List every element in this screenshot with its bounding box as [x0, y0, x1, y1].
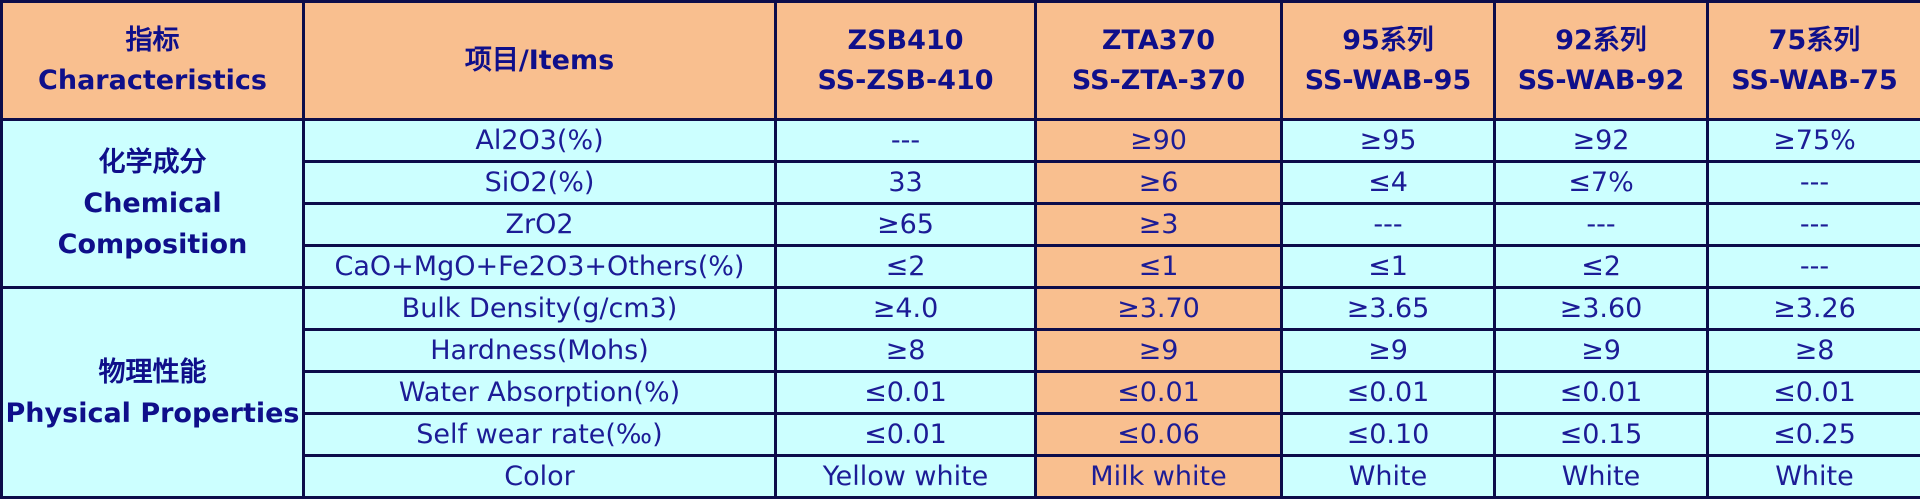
- value-cell: ≥75%: [1708, 120, 1920, 162]
- value-cell: ≤0.01: [776, 372, 1036, 414]
- value-cell: ≤1: [1282, 246, 1495, 288]
- product-header-95-series: 95系列 SS-WAB-95: [1282, 2, 1495, 120]
- value-cell: ≤0.01: [1036, 372, 1282, 414]
- characteristics-header-cn: 指标: [3, 21, 302, 61]
- value-cell: White: [1495, 456, 1708, 498]
- value-cell: Milk white: [1036, 456, 1282, 498]
- value-cell: ---: [1708, 204, 1920, 246]
- value-cell: ≤0.10: [1282, 414, 1495, 456]
- item-label: Bulk Density(g/cm3): [304, 288, 776, 330]
- product-header-75-series: 75系列 SS-WAB-75: [1708, 2, 1920, 120]
- value-cell: ≥8: [1708, 330, 1920, 372]
- product-header-line2: SS-ZSB-410: [777, 61, 1034, 101]
- group-label-cn: 物理性能: [3, 352, 302, 393]
- item-label: Al2O3(%): [304, 120, 776, 162]
- value-cell: ≥6: [1036, 162, 1282, 204]
- value-cell: Yellow white: [776, 456, 1036, 498]
- item-label: Water Absorption(%): [304, 372, 776, 414]
- table-row: 化学成分 Chemical Composition Al2O3(%) --- ≥…: [2, 120, 1920, 162]
- value-cell: ≥65: [776, 204, 1036, 246]
- value-cell: ≤0.25: [1708, 414, 1920, 456]
- value-cell: ≤0.01: [776, 414, 1036, 456]
- value-cell: ≤7%: [1495, 162, 1708, 204]
- characteristics-header: 指标 Characteristics: [2, 2, 304, 120]
- value-cell: ≤0.01: [1708, 372, 1920, 414]
- value-cell: White: [1282, 456, 1495, 498]
- value-cell: ≤0.01: [1495, 372, 1708, 414]
- value-cell: ≥3.26: [1708, 288, 1920, 330]
- characteristics-header-en: Characteristics: [3, 61, 302, 101]
- table-row: 物理性能 Physical Properties Bulk Density(g/…: [2, 288, 1920, 330]
- product-header-92-series: 92系列 SS-WAB-92: [1495, 2, 1708, 120]
- value-cell: ≤0.01: [1282, 372, 1495, 414]
- value-cell: ≤0.06: [1036, 414, 1282, 456]
- item-label: Self wear rate(‰): [304, 414, 776, 456]
- product-header-zta370: ZTA370 SS-ZTA-370: [1036, 2, 1282, 120]
- product-header-zsb410: ZSB410 SS-ZSB-410: [776, 2, 1036, 120]
- group-label-en: Physical Properties: [3, 393, 302, 434]
- item-label: CaO+MgO+Fe2O3+Others(%): [304, 246, 776, 288]
- value-cell: ≥3: [1036, 204, 1282, 246]
- value-cell: ---: [1495, 204, 1708, 246]
- value-cell: ≥92: [1495, 120, 1708, 162]
- value-cell: ---: [1708, 246, 1920, 288]
- value-cell: ≥9: [1036, 330, 1282, 372]
- group-label-en: Chemical: [3, 183, 302, 224]
- value-cell: ≤4: [1282, 162, 1495, 204]
- value-cell: ≤0.15: [1495, 414, 1708, 456]
- value-cell: ---: [1708, 162, 1920, 204]
- value-cell: ---: [1282, 204, 1495, 246]
- product-header-line1: 92系列: [1496, 21, 1706, 61]
- value-cell: ≥4.0: [776, 288, 1036, 330]
- value-cell: ≤2: [1495, 246, 1708, 288]
- item-label: ZrO2: [304, 204, 776, 246]
- value-cell: ≥8: [776, 330, 1036, 372]
- value-cell: White: [1708, 456, 1920, 498]
- value-cell: ≥3.65: [1282, 288, 1495, 330]
- value-cell: ≥95: [1282, 120, 1495, 162]
- product-header-line2: SS-WAB-75: [1709, 61, 1920, 101]
- group-label-en: Composition: [3, 224, 302, 265]
- group-label-physical-properties: 物理性能 Physical Properties: [2, 288, 304, 498]
- product-header-line1: 75系列: [1709, 21, 1920, 61]
- value-cell: ≤2: [776, 246, 1036, 288]
- product-header-line2: SS-ZTA-370: [1037, 61, 1280, 101]
- product-header-line1: ZSB410: [777, 21, 1034, 61]
- items-header: 项目/Items: [304, 2, 776, 120]
- item-label: SiO2(%): [304, 162, 776, 204]
- value-cell: ≥9: [1495, 330, 1708, 372]
- product-header-line1: ZTA370: [1037, 21, 1280, 61]
- value-cell: ≤1: [1036, 246, 1282, 288]
- value-cell: ≥9: [1282, 330, 1495, 372]
- group-label-chemical-composition: 化学成分 Chemical Composition: [2, 120, 304, 288]
- value-cell: 33: [776, 162, 1036, 204]
- group-label-cn: 化学成分: [3, 142, 302, 183]
- product-header-line2: SS-WAB-95: [1283, 61, 1493, 101]
- item-label: Hardness(Mohs): [304, 330, 776, 372]
- value-cell: ≥90: [1036, 120, 1282, 162]
- value-cell: ≥3.70: [1036, 288, 1282, 330]
- header-row: 指标 Characteristics 项目/Items ZSB410 SS-ZS…: [2, 2, 1920, 120]
- product-header-line1: 95系列: [1283, 21, 1493, 61]
- value-cell: ---: [776, 120, 1036, 162]
- product-header-line2: SS-WAB-92: [1496, 61, 1706, 101]
- value-cell: ≥3.60: [1495, 288, 1708, 330]
- item-label: Color: [304, 456, 776, 498]
